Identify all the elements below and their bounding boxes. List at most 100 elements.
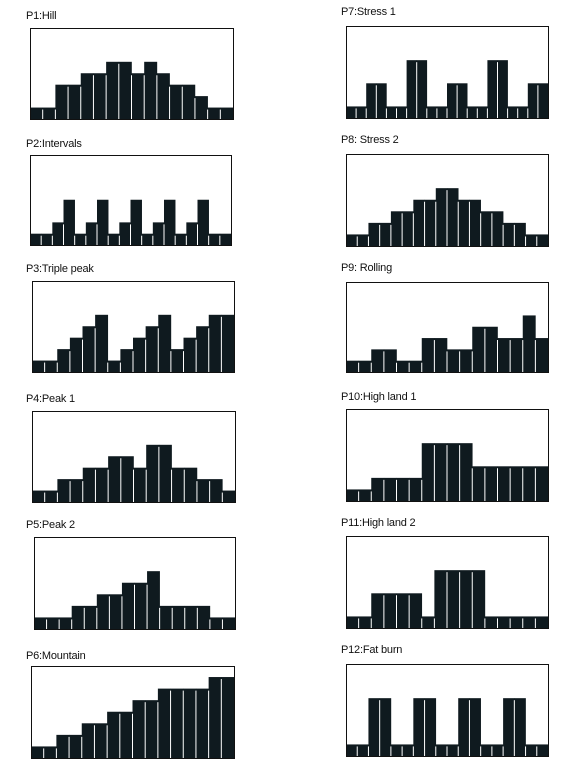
profile-segment <box>434 443 448 501</box>
profile-segment <box>517 106 529 118</box>
chart-frame <box>32 281 235 373</box>
profile-segment <box>197 605 211 629</box>
profile-segment <box>158 444 172 502</box>
profile-segment <box>32 360 45 372</box>
profile-segment <box>358 360 372 372</box>
profile-segment <box>59 617 72 629</box>
profile-segment <box>183 337 197 372</box>
profile-segment <box>194 96 208 119</box>
profile-segment <box>536 234 549 246</box>
profile-segment <box>30 107 43 119</box>
profile-segment <box>447 83 458 118</box>
profile-segment <box>69 337 83 372</box>
profile-segment <box>366 83 377 118</box>
profile-segment <box>409 593 423 628</box>
profile-segment <box>396 593 410 628</box>
profile-segment <box>497 338 511 372</box>
profile-segment <box>169 84 183 119</box>
program-profile-chart <box>30 155 232 246</box>
profile-segment <box>172 605 186 629</box>
profile-segment <box>207 107 221 119</box>
profile-segment <box>222 490 236 502</box>
profile-segment <box>119 222 131 245</box>
profile-segment <box>514 698 526 756</box>
profile-segment <box>184 467 198 502</box>
profile-segment <box>74 233 87 245</box>
profile-segment <box>52 222 64 245</box>
profile-segment <box>82 467 96 502</box>
profile-segment <box>458 698 470 756</box>
profile-segment <box>44 490 58 502</box>
profile-segment <box>371 349 385 372</box>
profile-segment <box>368 698 380 756</box>
profile-segment <box>469 698 481 756</box>
profile-segment <box>158 314 172 372</box>
profile-segment <box>421 616 435 628</box>
profile-segment <box>57 349 71 372</box>
profile-segment <box>371 593 385 628</box>
profile-segment <box>133 467 147 502</box>
profile-segment <box>82 326 96 372</box>
profile-segment <box>459 349 473 372</box>
profile-segment <box>195 688 209 758</box>
profile-segment <box>209 617 223 629</box>
profile-segment <box>358 616 372 628</box>
profile-segment <box>94 723 108 758</box>
profile-segment <box>467 106 478 118</box>
program-label: P8: Stress 2 <box>341 134 399 146</box>
profile-segment <box>46 617 60 629</box>
profile-segment <box>357 234 369 246</box>
profile-segment <box>95 467 109 502</box>
profile-segment <box>119 711 133 758</box>
profile-segment <box>95 314 109 372</box>
profile-segment <box>57 479 71 502</box>
profile-segment <box>507 106 518 118</box>
profile-segment <box>484 466 498 501</box>
profile-segment <box>459 443 473 501</box>
chart-frame <box>32 411 236 503</box>
profile-segment <box>133 337 146 372</box>
profile-segment <box>183 688 197 758</box>
profile-segment <box>130 199 142 245</box>
profile-segment <box>346 744 358 756</box>
profile-segment <box>477 106 488 118</box>
profile-segment <box>55 84 69 119</box>
profile-segment <box>156 73 170 119</box>
profile-segment <box>371 477 385 501</box>
profile-segment <box>497 60 508 118</box>
chart-frame <box>346 154 549 247</box>
program-profile-chart <box>34 537 236 630</box>
profile-segment <box>522 315 536 372</box>
profile-segment <box>480 211 493 246</box>
profile-segment <box>396 477 410 501</box>
profile-segment <box>447 349 460 372</box>
profile-segment <box>184 605 198 629</box>
profile-segment <box>472 466 486 501</box>
profile-segment <box>170 349 184 372</box>
profile-segment <box>491 211 504 246</box>
profile-segment <box>346 106 357 118</box>
chart-frame <box>30 28 234 120</box>
program-profile-chart <box>346 409 549 502</box>
profile-segment <box>379 222 392 246</box>
profile-segment <box>503 698 515 756</box>
chart-frame <box>346 282 549 373</box>
profile-segment <box>434 570 448 628</box>
profile-segment <box>457 83 468 118</box>
profile-segment <box>107 711 121 758</box>
profile-segment <box>208 314 222 372</box>
profile-segment <box>157 688 171 758</box>
chart-frame <box>346 664 549 757</box>
profile-segment <box>85 222 98 245</box>
program-profile-chart <box>346 26 549 119</box>
profile-segment <box>409 360 423 372</box>
profile-segment <box>484 616 498 628</box>
program-profile-chart <box>32 281 235 373</box>
profile-segment <box>56 734 70 758</box>
profile-segment <box>510 466 524 501</box>
program-label: P1:Hill <box>26 10 57 22</box>
profile-segment <box>413 698 425 756</box>
profile-segment <box>175 233 187 245</box>
profile-segment <box>131 73 145 119</box>
profile-segment <box>108 233 120 245</box>
